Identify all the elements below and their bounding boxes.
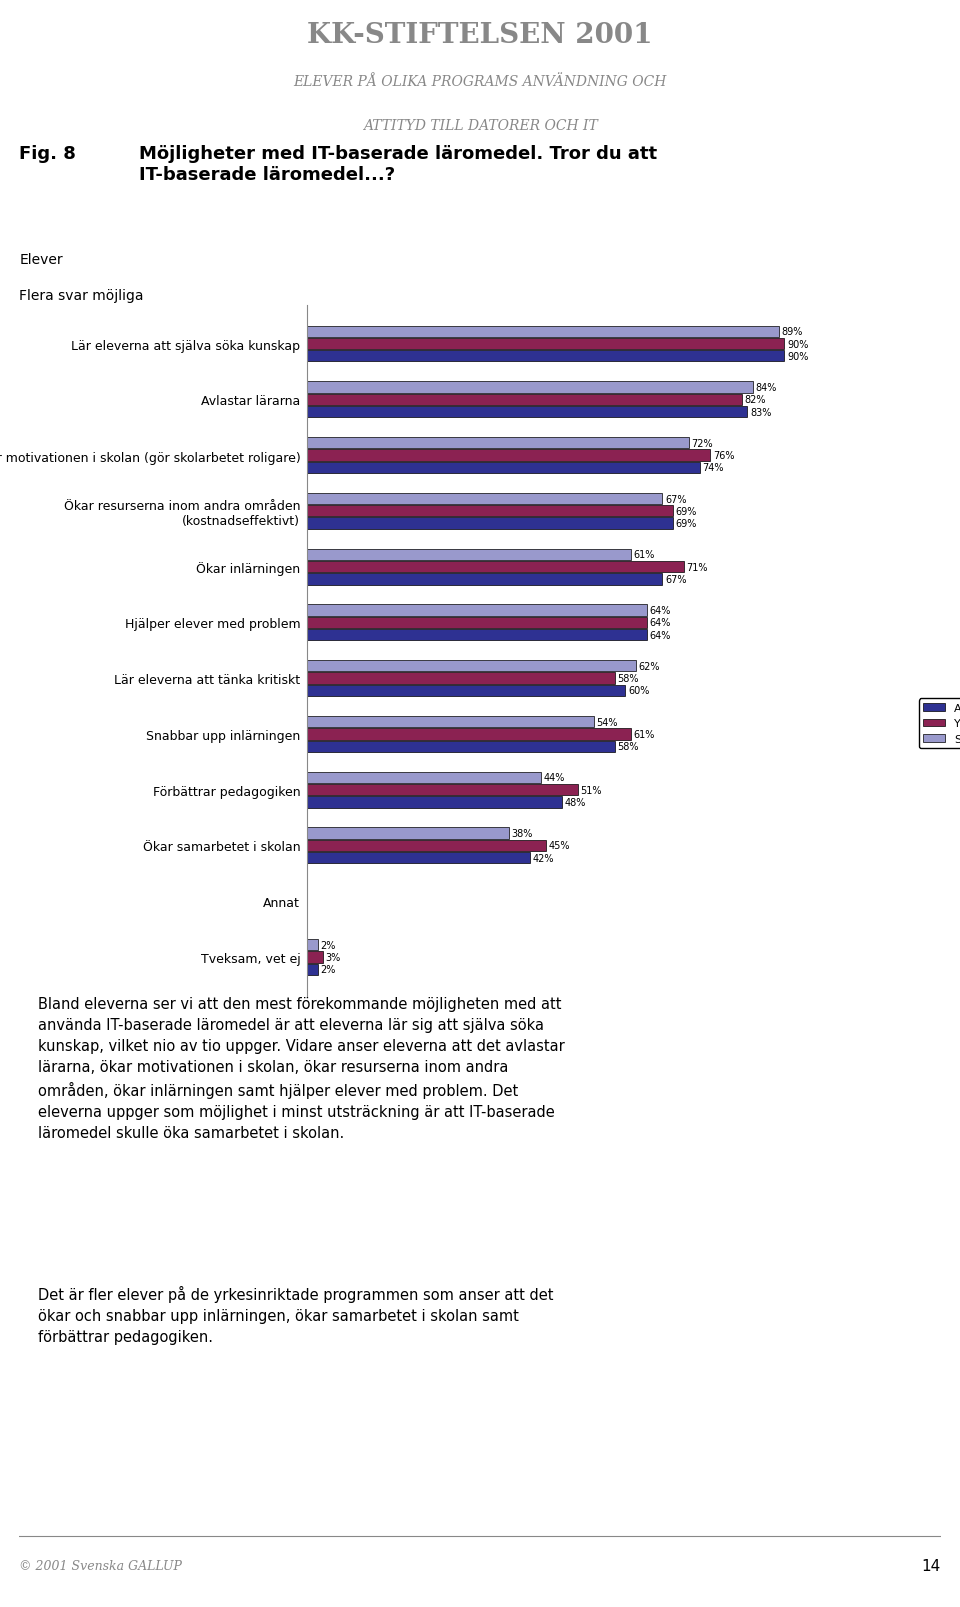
Bar (307, 407, 747, 418)
Text: 61%: 61% (634, 730, 655, 739)
Text: 42%: 42% (533, 853, 554, 863)
Text: 3%: 3% (325, 953, 341, 963)
Text: 54%: 54% (596, 717, 617, 726)
Bar (307, 717, 593, 728)
Bar (307, 660, 636, 672)
Text: 64%: 64% (649, 630, 671, 640)
Text: 67%: 67% (665, 575, 686, 585)
Bar (307, 350, 784, 362)
Text: 71%: 71% (686, 562, 708, 572)
Text: 90%: 90% (787, 339, 808, 349)
Text: Fig. 8: Fig. 8 (19, 145, 76, 162)
Text: Möjligheter med IT-baserade läromedel. Tror du att
IT-baserade läromedel...?: Möjligheter med IT-baserade läromedel. T… (139, 145, 658, 183)
Text: 60%: 60% (628, 686, 649, 696)
Text: 67%: 67% (665, 495, 686, 505)
Bar (307, 685, 625, 696)
Bar (307, 797, 562, 808)
Bar (307, 382, 753, 394)
Text: 44%: 44% (543, 773, 564, 783)
Bar (307, 463, 700, 474)
Bar (307, 630, 647, 641)
Text: 48%: 48% (564, 797, 586, 807)
Bar (307, 617, 647, 628)
Bar (307, 840, 546, 852)
Legend: Alla elever, Yrkesinriktade, Studieförberedande: Alla elever, Yrkesinriktade, Studieförbe… (919, 699, 960, 749)
Bar (307, 326, 780, 337)
Text: 84%: 84% (756, 382, 777, 392)
Text: 82%: 82% (745, 395, 766, 405)
Text: 58%: 58% (617, 673, 639, 683)
Bar (307, 852, 530, 865)
Text: 72%: 72% (691, 439, 713, 448)
Text: 62%: 62% (638, 662, 660, 672)
Bar (307, 741, 614, 752)
Text: Elever: Elever (19, 252, 62, 267)
Text: 45%: 45% (548, 840, 570, 850)
Bar (307, 506, 673, 517)
Text: Bland eleverna ser vi att den mest förekommande möjligheten med att
använda IT-b: Bland eleverna ser vi att den mest förek… (38, 996, 565, 1141)
Text: 90%: 90% (787, 352, 808, 362)
Text: 76%: 76% (713, 452, 734, 461)
Bar (307, 784, 578, 795)
Text: ELEVER PÅ OLIKA PROGRAMS ANVÄNDNING OCH: ELEVER PÅ OLIKA PROGRAMS ANVÄNDNING OCH (294, 76, 666, 90)
Text: 51%: 51% (580, 786, 602, 795)
Text: 2%: 2% (321, 940, 336, 950)
Bar (307, 574, 662, 585)
Text: 83%: 83% (750, 407, 772, 418)
Text: 69%: 69% (676, 506, 697, 516)
Text: 38%: 38% (512, 829, 533, 839)
Bar (307, 828, 509, 839)
Bar (307, 940, 318, 951)
Text: KK-STIFTELSEN 2001: KK-STIFTELSEN 2001 (307, 22, 653, 48)
Bar (307, 550, 631, 561)
Bar (307, 561, 684, 572)
Bar (307, 517, 673, 529)
Bar (307, 773, 540, 784)
Text: 64%: 64% (649, 619, 671, 628)
Bar (307, 964, 318, 975)
Text: 2%: 2% (321, 964, 336, 974)
Bar (307, 730, 631, 741)
Bar (307, 437, 689, 450)
Text: ATTITYD TILL DATORER OCH IT: ATTITYD TILL DATORER OCH IT (363, 119, 597, 133)
Bar (307, 394, 742, 405)
Bar (307, 339, 784, 350)
Bar (307, 673, 614, 685)
Text: 69%: 69% (676, 519, 697, 529)
Text: © 2001 Svenska GALLUP: © 2001 Svenska GALLUP (19, 1559, 182, 1572)
Bar (307, 450, 710, 461)
Text: 74%: 74% (703, 463, 724, 472)
Text: 64%: 64% (649, 606, 671, 615)
Bar (307, 493, 662, 505)
Text: 89%: 89% (781, 328, 804, 337)
Text: 14: 14 (922, 1557, 941, 1573)
Text: 61%: 61% (634, 550, 655, 559)
Text: Det är fler elever på de yrkesinriktade programmen som anser att det
ökar och sn: Det är fler elever på de yrkesinriktade … (38, 1286, 554, 1345)
Text: Flera svar möjliga: Flera svar möjliga (19, 289, 144, 304)
Bar (307, 606, 647, 617)
Bar (307, 951, 324, 963)
Text: 58%: 58% (617, 742, 639, 752)
